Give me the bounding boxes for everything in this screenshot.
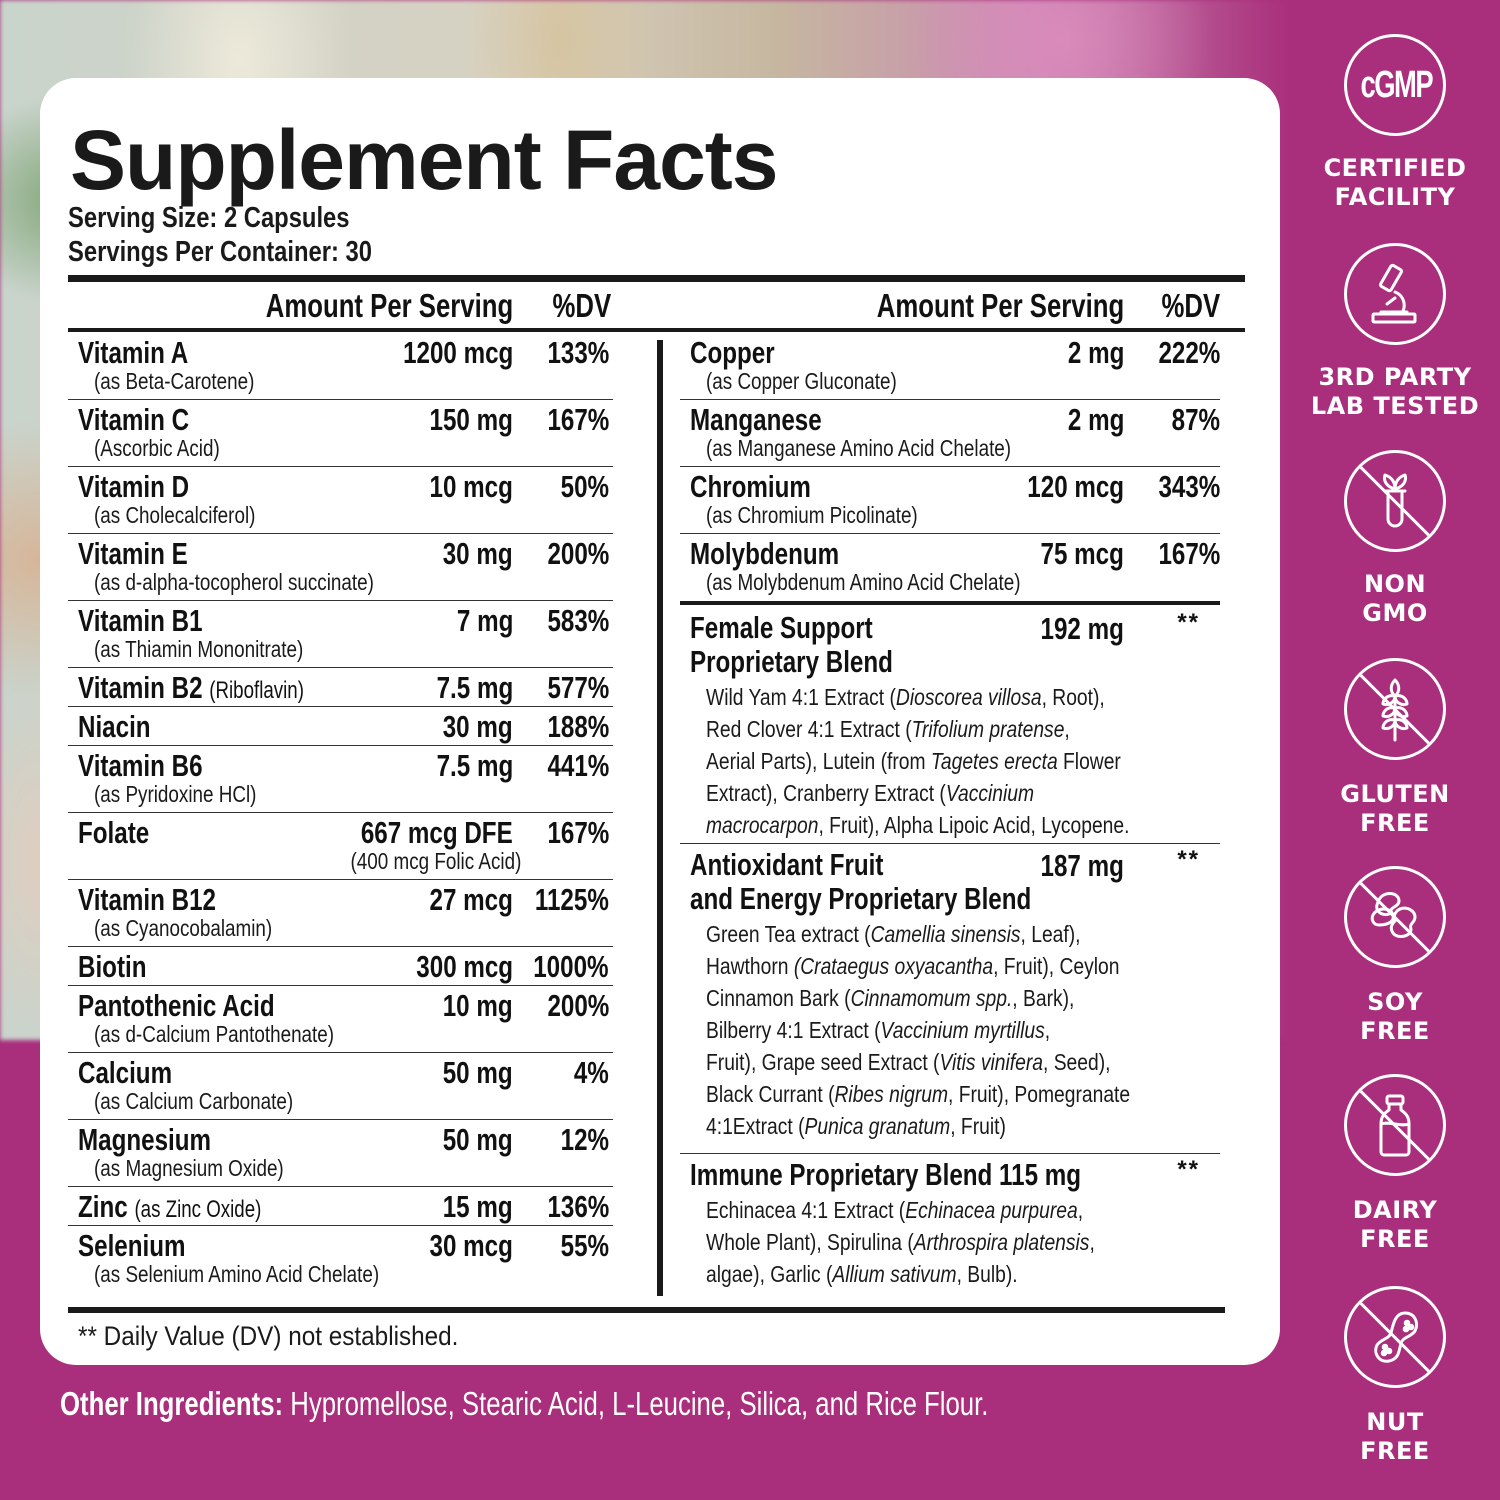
no-gluten-icon: [1344, 658, 1446, 760]
nutrient-row: Vitamin E (as d-alpha-tocopherol succina…: [68, 534, 613, 601]
certification-badges: cGMP CERTIFIED FACILITY 3RD PARTY LAB TEST…: [1290, 0, 1500, 1500]
serving-size: Serving Size: 2 Capsules: [68, 202, 350, 234]
dv-header: %DV: [1161, 287, 1220, 324]
top-rule: [68, 275, 1245, 282]
dv-header: %DV: [552, 287, 611, 324]
no-dairy-icon: [1344, 1074, 1446, 1176]
left-column-header: Amount Per Serving %DV: [68, 284, 613, 328]
nutrient-row: Vitamin D (as Cholecalciferol) 10 mcg 50…: [68, 467, 613, 534]
nutrient-row: Vitamin B1 (as Thiamin Mononitrate) 7 mg…: [68, 601, 613, 668]
left-nutrient-list: Vitamin A (as Beta-Carotene) 1200 mcg 13…: [68, 333, 613, 1293]
nutrient-row: Calcium (as Calcium Carbonate) 50 mg 4%: [68, 1053, 613, 1120]
microscope-icon: [1344, 243, 1446, 345]
nutrient-row: Niacin 30 mg 188%: [68, 707, 613, 746]
nutrient-row: Vitamin B12 (as Cyanocobalamin) 27 mcg 1…: [68, 880, 613, 947]
nutrient-row: Manganese (as Manganese Amino Acid Chela…: [680, 400, 1220, 467]
no-soy-icon: [1344, 866, 1446, 968]
no-gmo-icon: [1344, 450, 1446, 552]
nutrient-row: Pantothenic Acid (as d-Calcium Pantothen…: [68, 986, 613, 1053]
no-nut-icon: [1344, 1286, 1446, 1388]
blend-ingredients: Green Tea extract (Camellia sinensis, Le…: [706, 921, 1131, 1139]
blend-antioxidant-energy: Antioxidant Fruit and Energy Proprietary…: [680, 844, 1220, 1154]
nutrient-row: Vitamin B2 (Riboflavin) 7.5 mg 577%: [68, 668, 613, 707]
nutrient-row: Chromium (as Chromium Picolinate) 120 mc…: [680, 467, 1220, 534]
nutrient-row: Biotin 300 mcg 1000%: [68, 947, 613, 986]
panel-title: Supplement Facts: [70, 113, 778, 207]
nutrient-row: Zinc (as Zinc Oxide) 15 mg 136%: [68, 1187, 613, 1226]
supplement-facts-panel: Supplement Facts Serving Size: 2 Capsule…: [40, 78, 1280, 1365]
nutrient-row: Copper (as Copper Gluconate) 2 mg 222%: [680, 333, 1220, 400]
amount-header: Amount Per Serving: [265, 287, 513, 324]
blend-ingredients: Echinacea 4:1 Extract (Echinacea purpure…: [706, 1197, 1095, 1287]
cgmp-icon: cGMP: [1344, 34, 1446, 136]
amount-header: Amount Per Serving: [876, 287, 1124, 324]
dv-footnote: ** Daily Value (DV) not established.: [78, 1321, 459, 1351]
nutrient-row: Selenium (as Selenium Amino Acid Chelate…: [78, 1228, 609, 1287]
header-rule: [68, 328, 1245, 332]
other-ingredients: Other Ingredients: Hypromellose, Stearic…: [60, 1385, 989, 1422]
nutrient-row: Molybdenum (as Molybdenum Amino Acid Che…: [680, 534, 1220, 605]
nutrient-row: Vitamin B6 (as Pyridoxine HCl) 7.5 mg 44…: [68, 746, 613, 813]
column-divider: [657, 340, 663, 1296]
nutrient-row: Magnesium (as Magnesium Oxide) 50 mg 12%: [68, 1120, 613, 1187]
servings-per-container: Servings Per Container: 30: [68, 236, 372, 268]
nutrient-row: Vitamin C (Ascorbic Acid) 150 mg 167%: [68, 400, 613, 467]
right-nutrient-list: Copper (as Copper Gluconate) 2 mg 222% M…: [680, 333, 1220, 1314]
blend-female-support: Female Support Proprietary Blend 192 mg …: [680, 605, 1220, 844]
right-column-header: Amount Per Serving %DV: [680, 284, 1220, 328]
blend-immune: Immune Proprietary Blend 115 mg ** Echin…: [680, 1154, 1220, 1314]
nutrient-row: Folate 667 mcg DFE (400 mcg Folic Acid) …: [68, 813, 613, 880]
bottom-rule: [68, 1307, 1225, 1313]
nutrient-row: Vitamin A (as Beta-Carotene) 1200 mcg 13…: [68, 333, 613, 400]
blend-ingredients: Wild Yam 4:1 Extract (Dioscorea villosa,…: [706, 684, 1130, 838]
